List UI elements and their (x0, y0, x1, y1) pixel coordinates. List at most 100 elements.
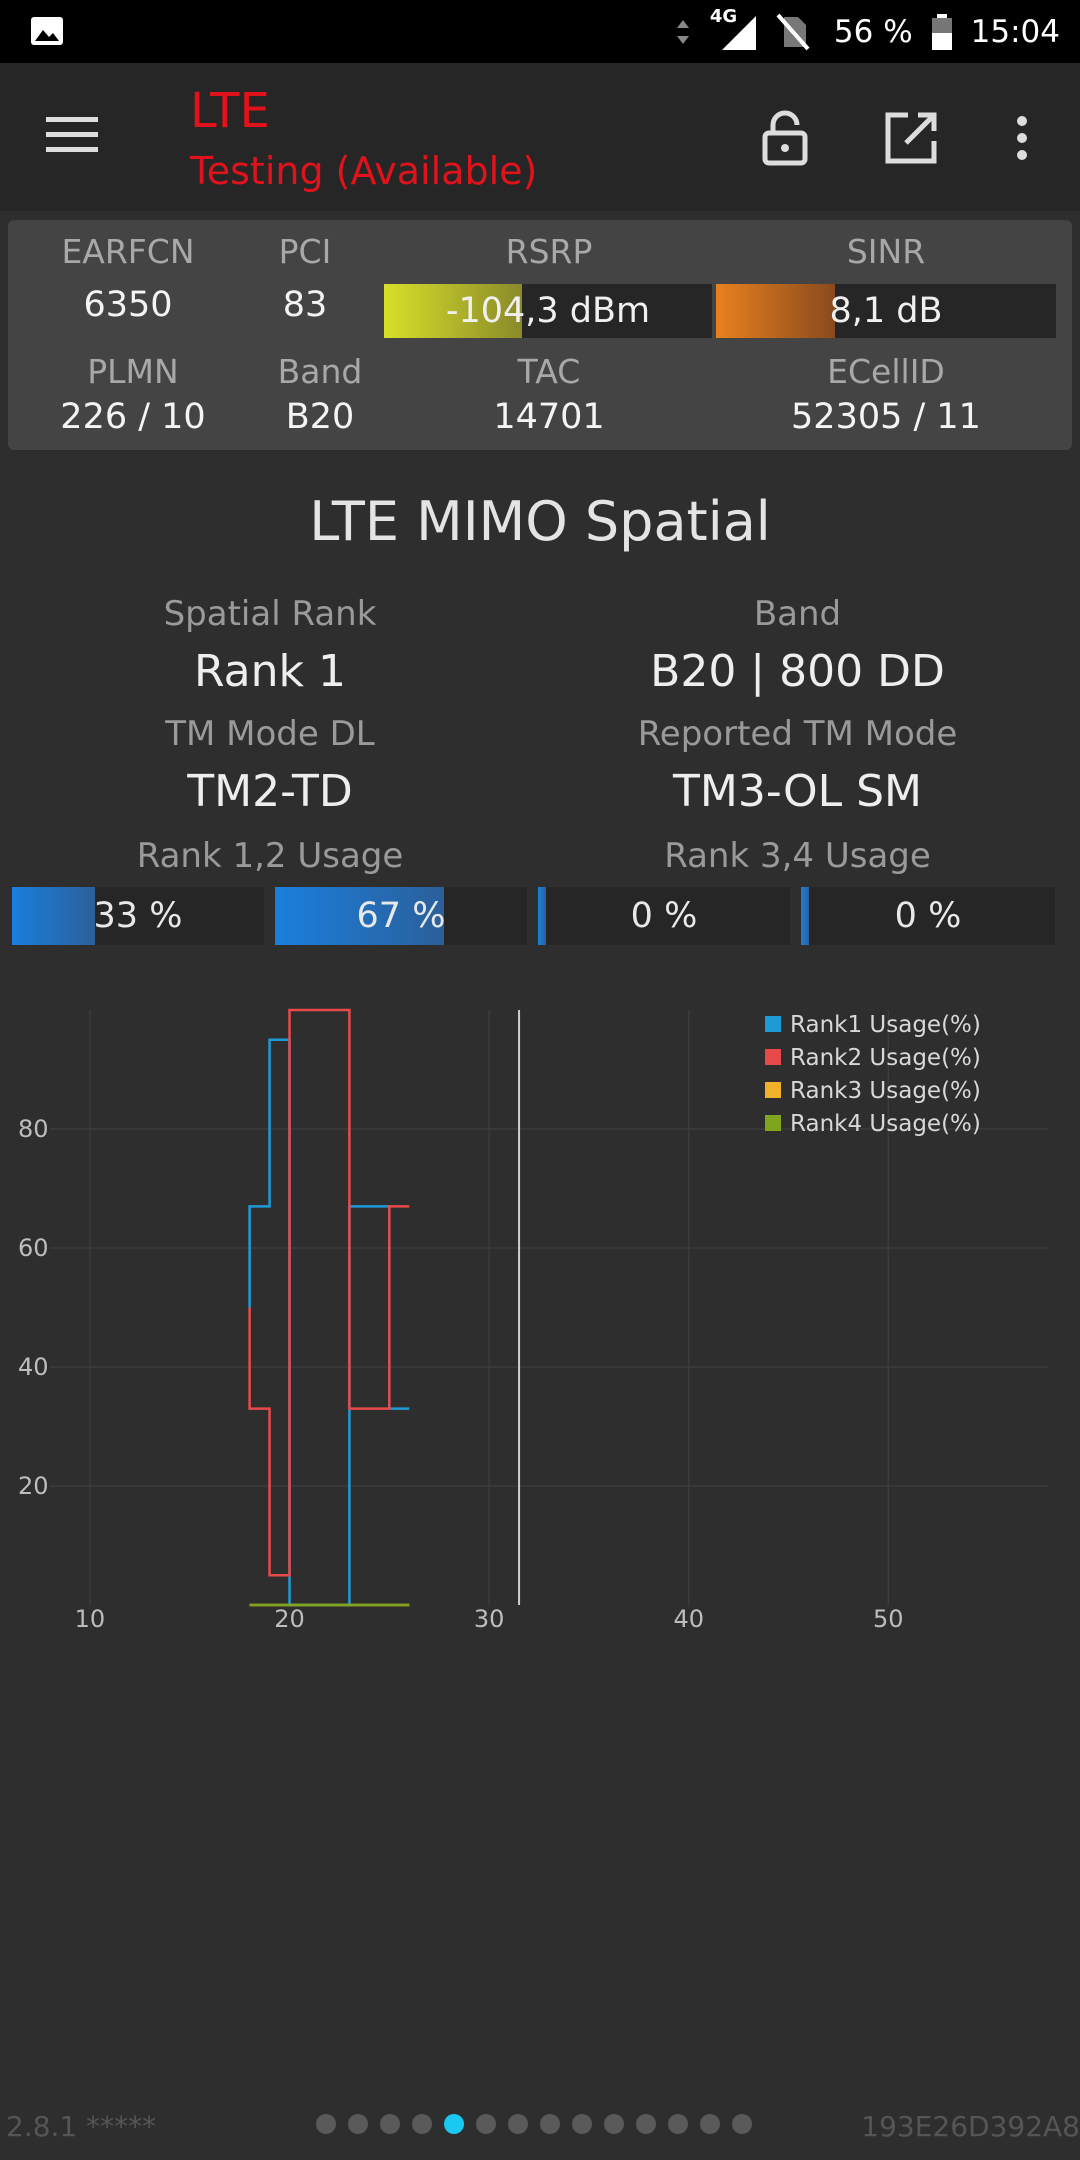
image-notification-icon (31, 17, 63, 45)
plmn-value: 226 / 10 (60, 397, 206, 437)
more-options-icon[interactable] (1000, 109, 1044, 167)
legend-label: Rank1 Usage(%) (790, 1012, 981, 1038)
page-dot[interactable] (732, 2114, 752, 2134)
band-cell: Band B20 (240, 352, 400, 437)
y-tick-label: 60 (18, 1234, 49, 1262)
rank12-usage-label: Rank 1,2 Usage (136, 836, 404, 876)
page-dot[interactable] (412, 2114, 432, 2134)
sinr-label-cell: SINR (716, 232, 1056, 271)
network-type: 4G (709, 5, 738, 27)
rank-usage-chart[interactable]: 10 20 30 40 50 20 40 60 80 Rank1 Usage(%) Rank2 Us… (0, 990, 1080, 1630)
sinr-value: 8,1 dB (829, 291, 943, 331)
reported-tm-value: TM3-OL SM (673, 766, 922, 817)
x-tick-label: 20 (274, 1605, 305, 1630)
pci-cell: PCI 83 (240, 232, 370, 325)
page-dot[interactable] (604, 2114, 624, 2134)
page-dot[interactable] (380, 2114, 400, 2134)
no-sim-icon (776, 13, 810, 50)
rsrp-bar: -104,3 dBm (384, 284, 712, 338)
tac-cell: TAC 14701 (384, 352, 714, 437)
spatial-rank-value: Rank 1 (194, 646, 346, 697)
rsrp-label-cell: RSRP (384, 232, 714, 271)
page-dot[interactable] (476, 2114, 496, 2134)
clock: 15:04 (970, 13, 1060, 50)
rank3-usage-bar: 0 % (538, 887, 790, 945)
app-bar: LTE Testing (Available) (0, 63, 1080, 211)
page-dot[interactable] (700, 2114, 720, 2134)
legend-swatch (765, 1082, 781, 1098)
page-dot[interactable] (668, 2114, 688, 2134)
rank4-usage-value: 0 % (894, 896, 962, 936)
signal-icon: 4G (710, 6, 758, 52)
x-tick-label: 40 (673, 1605, 704, 1630)
rank1-usage-value: 33 % (93, 896, 183, 936)
plmn-cell: PLMN 226 / 10 (28, 352, 238, 437)
reported-tm-label: Reported TM Mode (637, 714, 958, 754)
rank2-usage-value: 67 % (356, 896, 446, 936)
legend-label: Rank2 Usage(%) (790, 1045, 981, 1071)
tac-value: 14701 (493, 397, 605, 437)
page-subtitle: Testing (Available) (190, 149, 538, 193)
rank34-label-block: Rank 3,4 Usage (510, 836, 1080, 876)
tm-mode-value: TM2-TD (187, 766, 353, 817)
cell-info-panel: EARFCN 6350 PCI 83 RSRP -104,3 dBm SINR … (8, 220, 1072, 450)
x-tick-label: 10 (75, 1605, 106, 1630)
y-tick-label: 20 (18, 1472, 49, 1500)
device-id: 193E26D392A8 (861, 2110, 1080, 2143)
rsrp-label: RSRP (505, 232, 593, 271)
rank4-usage-bar: 0 % (801, 887, 1055, 945)
rank1-usage-bar: 33 % (12, 887, 264, 945)
mimo-band-label: Band (753, 594, 842, 634)
band-value: B20 (285, 397, 355, 437)
legend-swatch (765, 1049, 781, 1065)
status-bar: 4G 56 % 15:04 (0, 0, 1080, 63)
pci-value: 83 (282, 285, 328, 325)
data-activity-icon (676, 19, 689, 44)
y-tick-label: 40 (18, 1353, 49, 1381)
rank34-usage-label: Rank 3,4 Usage (664, 836, 931, 876)
legend-swatch (765, 1115, 781, 1131)
rank4-usage-fill (801, 887, 809, 945)
page-dot[interactable] (348, 2114, 368, 2134)
tac-label: TAC (517, 352, 581, 391)
rank3-usage-value: 0 % (630, 896, 698, 936)
spatial-rank-block: Spatial Rank Rank 1 (0, 594, 540, 697)
band-label: Band (277, 352, 363, 391)
mimo-band-block: Band B20 | 800 DD (510, 594, 1080, 697)
spatial-rank-label: Spatial Rank (163, 594, 377, 634)
pci-label: PCI (278, 232, 332, 271)
lock-icon[interactable] (756, 109, 814, 167)
rsrp-value: -104,3 dBm (445, 291, 651, 331)
legend-label: Rank4 Usage(%) (790, 1111, 981, 1137)
page-indicator[interactable] (316, 2114, 752, 2134)
rank3-usage-fill (538, 887, 546, 945)
sinr-bar-fill (716, 284, 835, 338)
ecellid-label: ECellID (827, 352, 945, 391)
legend-label: Rank3 Usage(%) (790, 1078, 981, 1104)
earfcn-value: 6350 (83, 285, 173, 325)
page-dot[interactable] (572, 2114, 592, 2134)
legend-swatch (765, 1016, 781, 1032)
series-line (248, 1008, 410, 1577)
menu-icon[interactable] (46, 115, 98, 155)
page-dot[interactable] (540, 2114, 560, 2134)
page-dot[interactable] (316, 2114, 336, 2134)
sinr-label: SINR (846, 232, 926, 271)
reported-tm-block: Reported TM Mode TM3-OL SM (510, 714, 1080, 817)
page-dot[interactable] (636, 2114, 656, 2134)
earfcn-cell: EARFCN 6350 (28, 232, 228, 325)
battery-icon (931, 13, 952, 50)
y-tick-label: 80 (18, 1115, 49, 1143)
page-dot[interactable] (508, 2114, 528, 2134)
x-tick-label: 50 (873, 1605, 904, 1630)
plmn-label: PLMN (87, 352, 179, 391)
rsrp-bar-fill (384, 284, 522, 338)
x-tick-label: 30 (474, 1605, 505, 1630)
open-external-icon[interactable] (882, 109, 940, 167)
ecellid-cell: ECellID 52305 / 11 (716, 352, 1056, 437)
section-title: LTE MIMO Spatial (309, 490, 771, 553)
page-dot[interactable] (444, 2114, 464, 2134)
rank2-usage-fill (275, 887, 444, 945)
tm-mode-label: TM Mode DL (165, 714, 375, 754)
mimo-band-value: B20 | 800 DD (650, 646, 945, 697)
